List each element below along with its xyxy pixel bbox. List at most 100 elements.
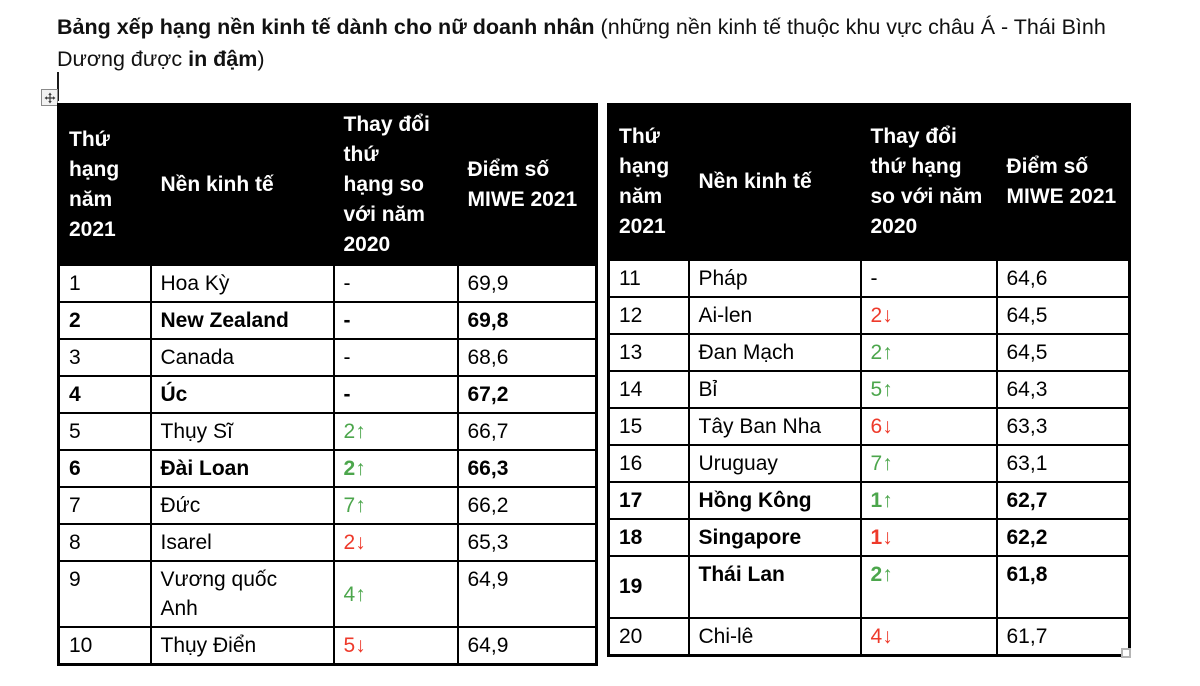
move-icon: [44, 92, 55, 103]
rank-change-cell: 2↑: [332, 449, 459, 488]
table-row: 8 Isarel 2↓ 65,3: [57, 523, 598, 562]
text-cursor: [57, 72, 59, 101]
header-row: Thứ hạng năm 2021 Nền kinh tế Thay đổi thứ…: [57, 103, 598, 266]
rank-change-value: 2: [343, 531, 356, 554]
rank-change-cell: 1↑: [859, 480, 998, 520]
score-cell: 66,2: [456, 486, 598, 525]
economy-cell: Ai-len: [687, 295, 862, 335]
up-arrow-icon: ↑: [882, 451, 893, 475]
title-normal-tail: ): [257, 47, 265, 71]
score-cell: 63,3: [995, 406, 1131, 446]
document-title: Bảng xếp hạng nền kinh tế dành cho nữ do…: [57, 11, 1142, 75]
rank-cell: 7: [57, 486, 152, 525]
rank-cell: 6: [57, 449, 152, 488]
economy-cell: Úc: [149, 375, 335, 414]
economy-cell: New Zealand: [149, 301, 335, 340]
economy-cell: Singapore: [687, 517, 862, 557]
rank-cell: 1: [57, 264, 152, 303]
column-header-score: Điểm số MIWE 2021: [456, 103, 598, 266]
rank-change-value: 1: [870, 488, 883, 512]
table-row: 17 Hồng Kông 1↑ 62,7: [607, 480, 1131, 520]
rank-cell: 3: [57, 338, 152, 377]
score-cell: 61,8: [995, 554, 1131, 619]
table-row: 7 Đức 7↑ 66,2: [57, 486, 598, 525]
table-resize-handle[interactable]: [1121, 648, 1131, 658]
title-normal-mid: (những nền kinh tế thuộc khu vực châu Á …: [57, 15, 1106, 71]
up-arrow-icon: ↑: [882, 562, 893, 586]
down-arrow-icon: ↓: [882, 624, 893, 648]
column-header-rank: Thứ hạng năm 2021: [607, 103, 690, 261]
score-cell: 66,7: [456, 412, 598, 451]
score-cell: 64,5: [995, 332, 1131, 372]
rank-change-value: 4: [343, 582, 356, 606]
rank-cell: 11: [607, 258, 690, 298]
rank-change-value: 5: [870, 377, 883, 401]
up-arrow-icon: ↑: [355, 420, 366, 443]
down-arrow-icon: ↓: [355, 531, 366, 554]
score-cell: 62,2: [995, 517, 1131, 557]
score-cell: 69,9: [456, 264, 598, 303]
table-row: 18 Singapore 1↓ 62,2: [607, 517, 1131, 557]
rank-change-cell: 2↑: [859, 332, 998, 372]
score-cell: 67,2: [456, 375, 598, 414]
score-cell: 63,1: [995, 443, 1131, 483]
table-row: 4 Úc -67,2: [57, 375, 598, 414]
rank-change-cell: 5↓: [332, 626, 459, 666]
column-header-change: Thay đổi thứ hạng so với năm 2020: [332, 103, 459, 266]
economy-cell: Vương quốc Anh: [149, 560, 335, 628]
rank-change-cell: 2↓: [859, 295, 998, 335]
rank-change-cell: -: [332, 375, 459, 414]
table-move-handle[interactable]: [41, 89, 58, 106]
rank-change-value: 2: [343, 457, 356, 480]
rank-change-cell: -: [332, 301, 459, 340]
up-arrow-icon: ↑: [355, 582, 366, 606]
rank-change-cell: 4↑: [332, 560, 459, 628]
score-cell: 62,7: [995, 480, 1131, 520]
table-row: 16 Uruguay 7↑ 63,1: [607, 443, 1131, 483]
rank-change-cell: -: [332, 338, 459, 377]
rank-cell: 14: [607, 369, 690, 409]
rank-change-value: 6: [870, 414, 883, 438]
table-row: 14 Bỉ 5↑ 64,3: [607, 369, 1131, 409]
rank-cell: 18: [607, 517, 690, 557]
ranking-table-right: Thứ hạng năm 2021 Nền kinh tế Thay đổi thứ…: [607, 103, 1131, 657]
rank-change-cell: 6↓: [859, 406, 998, 446]
rank-change-cell: 2↑: [332, 412, 459, 451]
rank-change-cell: 2↑: [859, 554, 998, 619]
rank-change-value: 1: [870, 525, 883, 549]
rank-change-value: 7: [343, 494, 356, 517]
rank-change-value: 7: [870, 451, 883, 475]
down-arrow-icon: ↓: [882, 303, 893, 327]
rank-change-cell: 1↓: [859, 517, 998, 557]
header-row: Thứ hạng năm 2021 Nền kinh tế Thay đổi thứ…: [607, 103, 1131, 261]
table-row: 1 Hoa Kỳ -69,9: [57, 264, 598, 303]
up-arrow-icon: ↑: [882, 377, 893, 401]
economy-cell: Đức: [149, 486, 335, 525]
table-row: 12 Ai-len 2↓ 64,5: [607, 295, 1131, 335]
economy-cell: Thụy Điển: [149, 626, 335, 666]
economy-cell: Chi-lê: [687, 616, 862, 656]
score-cell: 64,5: [995, 295, 1131, 335]
rank-change-cell: 2↓: [332, 523, 459, 562]
economy-name: Vương quốc Anh: [160, 568, 278, 620]
rank-change-cell: -: [332, 264, 459, 303]
rank-cell: 13: [607, 332, 690, 372]
rank-cell: 17: [607, 480, 690, 520]
table-row: 11 Pháp -64,6: [607, 258, 1131, 298]
score-cell: 66,3: [456, 449, 598, 488]
ranking-tables: Thứ hạng năm 2021 Nền kinh tế Thay đổi thứ…: [57, 103, 1131, 666]
score-cell: 65,3: [456, 523, 598, 562]
economy-cell: Thái Lan: [687, 554, 862, 619]
score-cell: 61,7: [995, 616, 1131, 656]
rank-change-cell: 4↓: [859, 616, 998, 656]
table-row: 19 Thái Lan 2↑ 61,8: [607, 554, 1131, 619]
rank-change-cell: -: [859, 258, 998, 298]
rank-change-value: 5: [343, 634, 356, 657]
table-row: 20 Chi-lê 4↓ 61,7: [607, 616, 1131, 656]
economy-cell: Pháp: [687, 258, 862, 298]
title-bold-lead: Bảng xếp hạng nền kinh tế dành cho nữ do…: [57, 15, 595, 39]
rank-cell: 19: [607, 554, 690, 619]
economy-cell: Thụy Sĩ: [149, 412, 335, 451]
table-row: 13 Đan Mạch 2↑ 64,5: [607, 332, 1131, 372]
economy-cell: Đan Mạch: [687, 332, 862, 372]
